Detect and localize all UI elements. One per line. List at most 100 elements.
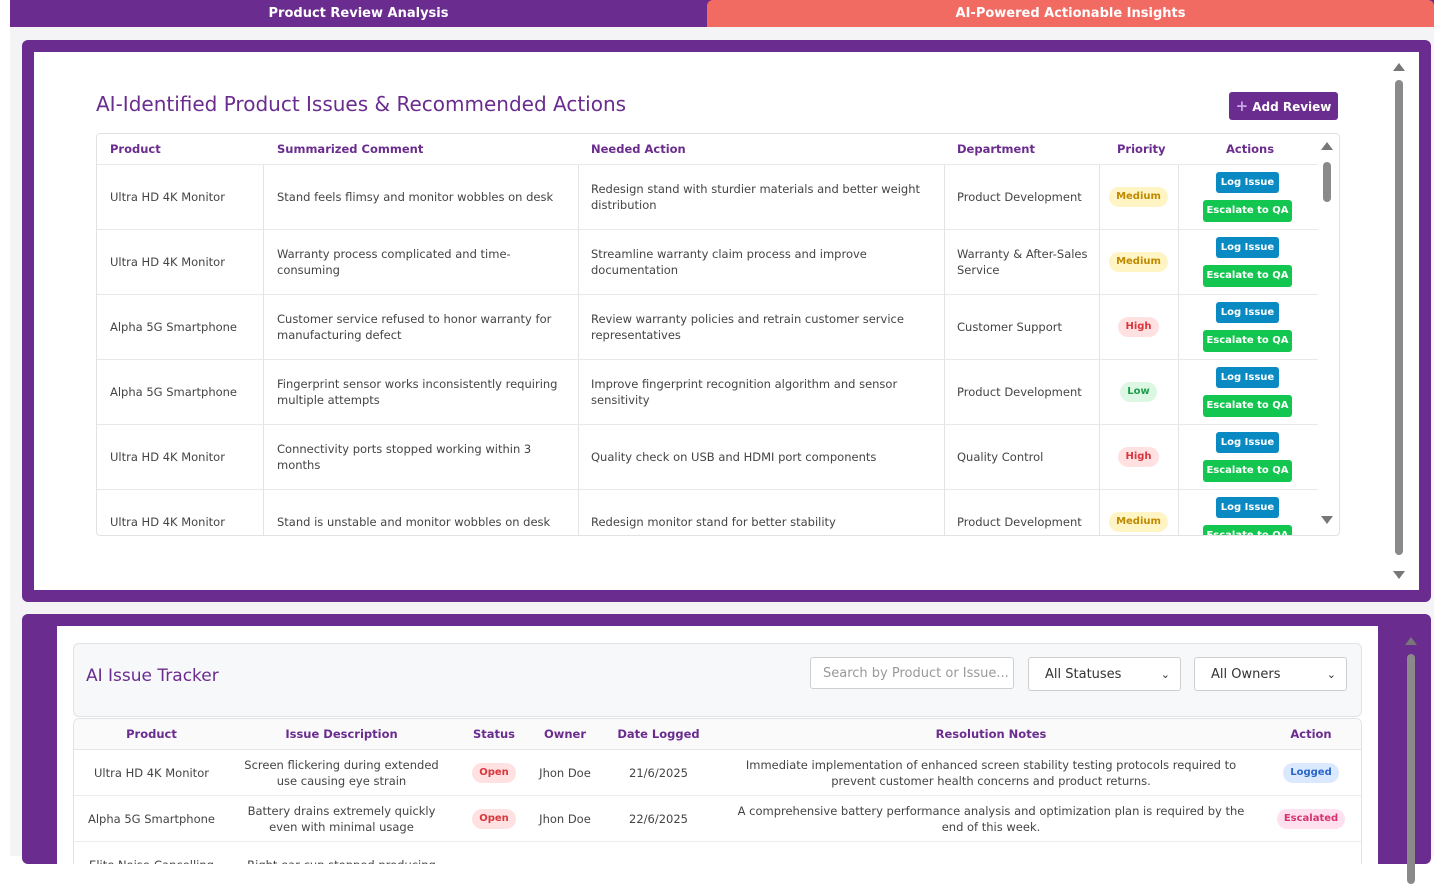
col-summarized-comment: Summarized Comment: [277, 142, 424, 156]
product-cell: Ultra HD 4K Monitor: [110, 255, 225, 269]
log-issue-button[interactable]: Log Issue: [1216, 497, 1279, 518]
comment-cell: Stand feels flimsy and monitor wobbles o…: [277, 190, 554, 204]
comment-cell: Warranty process complicated and time-co…: [277, 247, 511, 277]
issues-panel: AI-Identified Product Issues & Recommend…: [22, 40, 1431, 602]
action-badge[interactable]: Escalated: [1276, 808, 1346, 829]
priority-badge: High: [1118, 447, 1159, 467]
col-issue-description: Issue Description: [285, 727, 398, 741]
column-divider: [263, 360, 264, 424]
priority-badge: Low: [1120, 382, 1157, 402]
column-divider: [944, 165, 945, 229]
department-cell: Product Development: [957, 385, 1082, 399]
scroll-up-icon[interactable]: [1321, 142, 1333, 150]
log-issue-button[interactable]: Log Issue: [1216, 172, 1279, 193]
escalate-to-qa-button[interactable]: Escalate to QA: [1203, 330, 1292, 352]
escalate-to-qa-button[interactable]: Escalate to QA: [1203, 525, 1292, 535]
status-cell: Open: [454, 750, 534, 795]
date-logged-cell: [596, 842, 721, 864]
column-divider: [1099, 230, 1100, 294]
status-filter-select[interactable]: All Statuses ⌄: [1028, 657, 1181, 691]
column-divider: [1178, 230, 1179, 294]
column-divider: [944, 490, 945, 535]
tracker-table: Product Issue Description Status Owner D…: [73, 718, 1362, 864]
log-issue-button[interactable]: Log Issue: [1216, 237, 1279, 258]
escalate-to-qa-button[interactable]: Escalate to QA: [1203, 395, 1292, 417]
col-actions: Actions: [1226, 142, 1275, 156]
tracker-panel-body: AI Issue Tracker Search by Product or Is…: [57, 626, 1378, 864]
column-divider: [1099, 490, 1100, 535]
priority-cell: Low: [1099, 360, 1178, 424]
column-divider: [944, 230, 945, 294]
scroll-thumb[interactable]: [1323, 162, 1331, 202]
scroll-down-icon[interactable]: [1393, 571, 1405, 579]
column-divider: [944, 425, 945, 489]
priority-cell: Medium: [1099, 490, 1178, 535]
issues-table-header: Product Summarized Comment Needed Action…: [97, 134, 1318, 165]
panel-scrollbar[interactable]: [1393, 63, 1405, 579]
column-divider: [578, 425, 579, 489]
product-cell: Ultra HD 4K Monitor: [110, 450, 225, 464]
column-divider: [1099, 295, 1100, 359]
department-cell: Warranty & After-Sales Service: [957, 247, 1088, 277]
issue-description-cell: Right ear cup stopped producing: [239, 842, 444, 865]
column-divider: [1178, 425, 1179, 489]
column-divider: [263, 295, 264, 359]
department-cell: Product Development: [957, 190, 1082, 204]
escalate-to-qa-button[interactable]: Escalate to QA: [1203, 265, 1292, 287]
resolution-notes-cell: [726, 842, 1256, 864]
column-divider: [1178, 490, 1179, 535]
escalate-to-qa-button[interactable]: Escalate to QA: [1203, 460, 1292, 482]
action-cell: Quality check on USB and HDMI port compo…: [591, 450, 877, 464]
issue-description-cell: Screen flickering during extended use ca…: [244, 757, 439, 788]
owner-filter-value: All Owners: [1211, 667, 1281, 682]
action-cell: Escalated: [1261, 796, 1361, 841]
status-badge: Open: [472, 762, 516, 783]
column-divider: [263, 490, 264, 535]
owner-filter-select[interactable]: All Owners ⌄: [1194, 657, 1347, 691]
tracker-panel-scrollbar[interactable]: [1405, 637, 1417, 884]
column-divider: [263, 230, 264, 294]
tracker-panel: AI Issue Tracker Search by Product or Is…: [22, 614, 1431, 884]
department-cell: Customer Support: [957, 320, 1062, 334]
priority-cell: High: [1099, 295, 1178, 359]
column-divider: [944, 360, 945, 424]
action-cell: Improve fingerprint recognition algorith…: [591, 377, 898, 407]
log-issue-button[interactable]: Log Issue: [1216, 432, 1279, 453]
table-row: Alpha 5G Smartphone Fingerprint sensor wo…: [97, 360, 1318, 425]
log-issue-button[interactable]: Log Issue: [1216, 367, 1279, 388]
tab-ai-insights[interactable]: AI-Powered Actionable Insights: [707, 0, 1434, 27]
action-cell: Redesign monitor stand for better stabil…: [591, 515, 836, 529]
action-badge[interactable]: Logged: [1283, 762, 1339, 783]
action-cell: [1261, 842, 1361, 864]
tab-bar: Product Review Analysis AI-Powered Actio…: [10, 0, 1434, 27]
column-divider: [578, 490, 579, 535]
col-status: Status: [472, 727, 516, 741]
column-divider: [578, 295, 579, 359]
search-input[interactable]: Search by Product or Issue...: [810, 657, 1014, 689]
status-filter-value: All Statuses: [1045, 667, 1122, 682]
department-cell: Quality Control: [957, 450, 1044, 464]
log-issue-button[interactable]: Log Issue: [1216, 302, 1279, 323]
issues-panel-body: AI-Identified Product Issues & Recommend…: [34, 52, 1419, 590]
col-product: Product: [126, 727, 177, 741]
add-review-label: Add Review: [1252, 100, 1332, 114]
scroll-thumb[interactable]: [1407, 654, 1415, 884]
priority-badge: High: [1118, 317, 1159, 337]
product-cell: Elite Noise-Cancelling: [74, 842, 229, 865]
issues-table: Product Summarized Comment Needed Action…: [96, 133, 1340, 536]
table-row: Ultra HD 4K Monitor Connectivity ports st…: [97, 425, 1318, 490]
add-review-button[interactable]: + Add Review: [1229, 92, 1338, 120]
table-row: Ultra HD 4K Monitor Stand is unstable and…: [97, 490, 1318, 535]
table-row: Ultra HD 4K Monitor Screen flickering dur…: [74, 750, 1361, 796]
issues-table-scrollbar[interactable]: [1321, 142, 1333, 524]
table-row: Alpha 5G Smartphone Battery drains extrem…: [74, 796, 1361, 842]
tab-product-review-analysis[interactable]: Product Review Analysis: [10, 0, 707, 27]
scroll-up-icon[interactable]: [1405, 637, 1417, 645]
status-badge: Open: [472, 808, 516, 829]
scroll-down-icon[interactable]: [1321, 516, 1333, 524]
table-row: Alpha 5G Smartphone Customer service refu…: [97, 295, 1318, 360]
col-priority: Priority: [1117, 142, 1166, 156]
scroll-up-icon[interactable]: [1393, 63, 1405, 71]
scroll-thumb[interactable]: [1395, 80, 1403, 555]
escalate-to-qa-button[interactable]: Escalate to QA: [1203, 200, 1292, 222]
